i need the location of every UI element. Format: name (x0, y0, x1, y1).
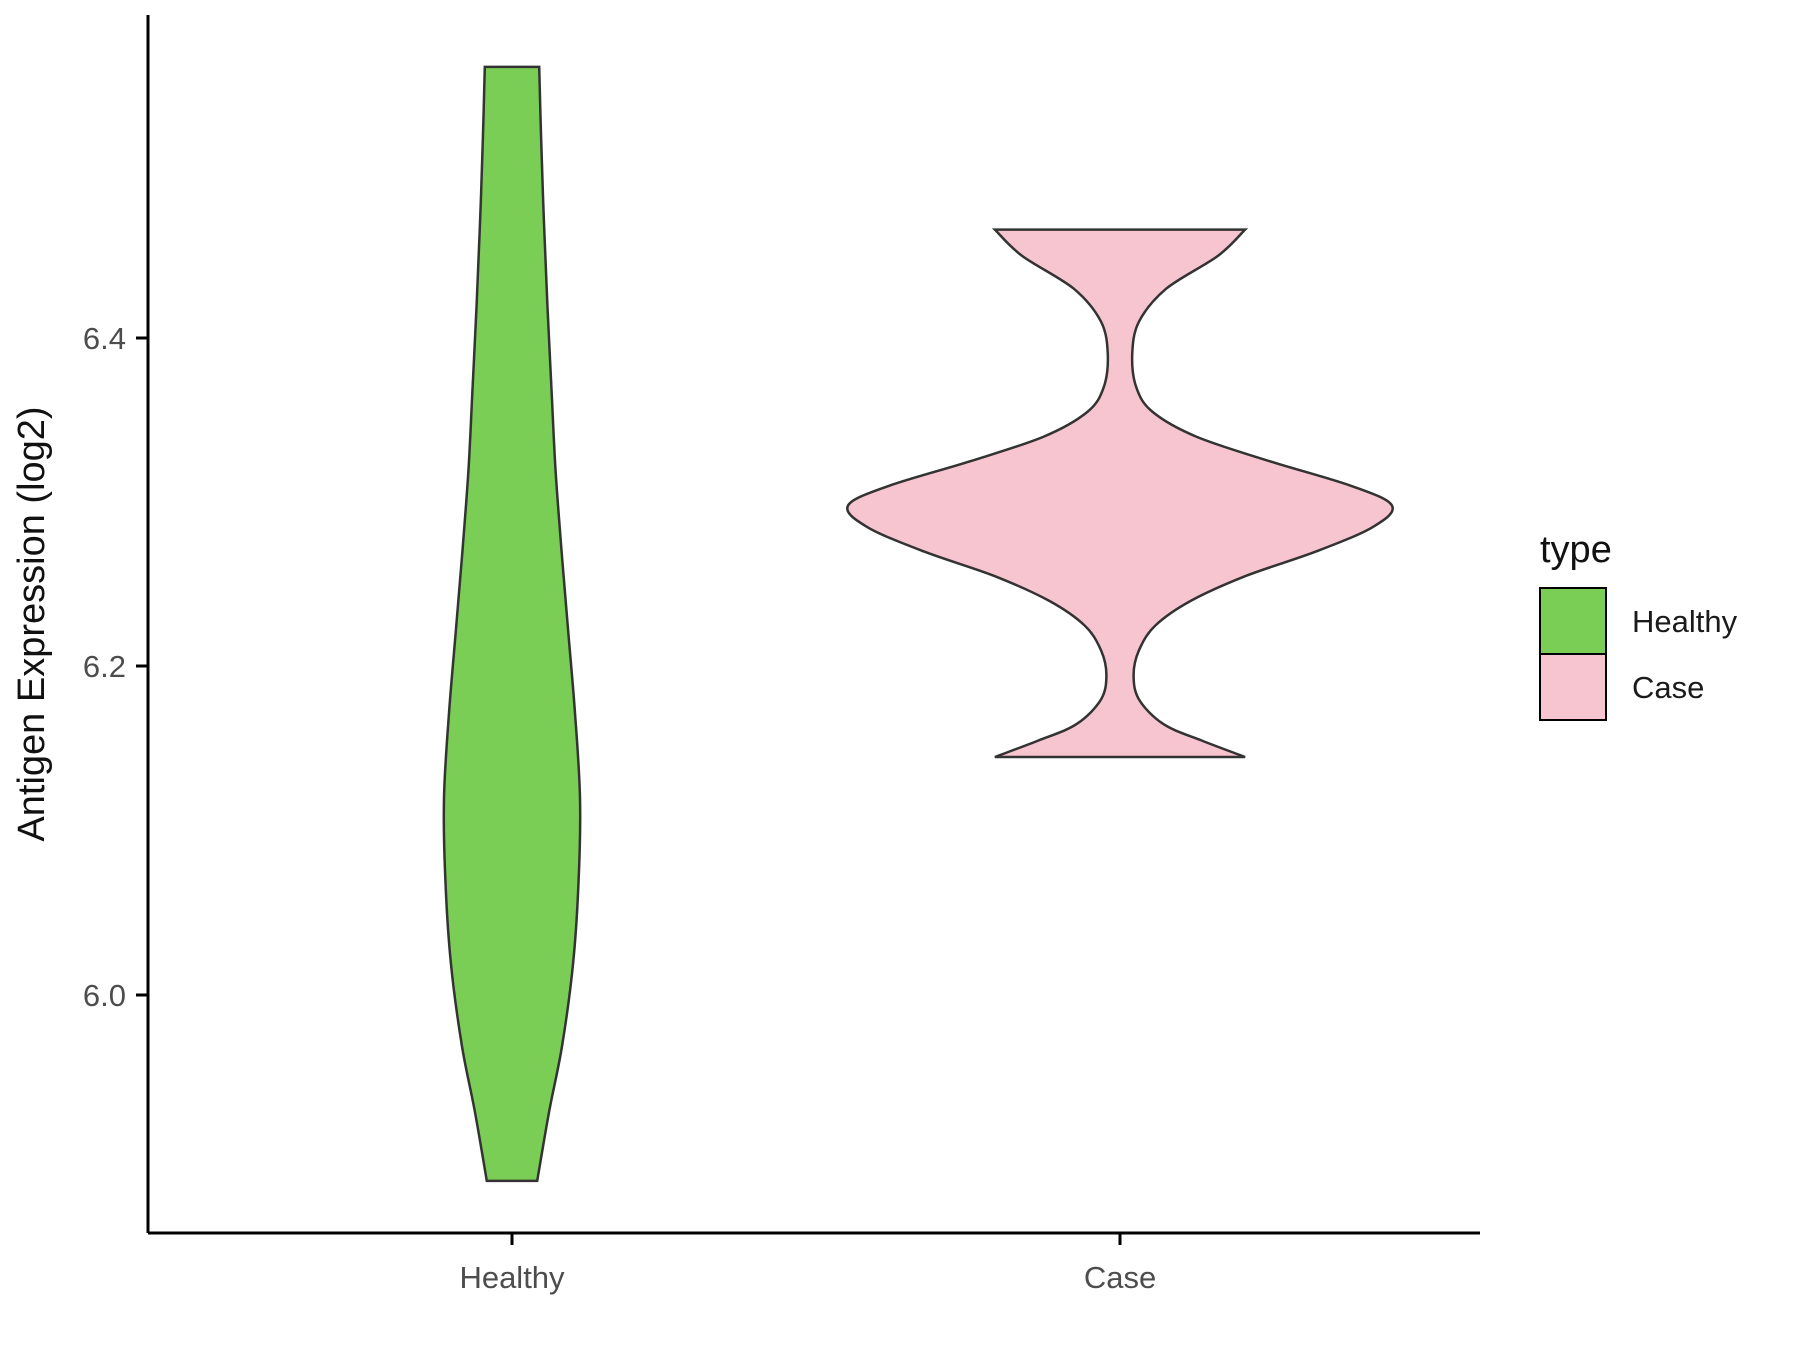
x-category-label-case: Case (1084, 1260, 1156, 1295)
violin-healthy (442, 65, 582, 1183)
legend-label-case: Case (1632, 670, 1704, 705)
legend-swatch-healthy (1539, 587, 1607, 655)
legend-title: type (1540, 529, 1612, 571)
y-axis: 6.4 6.2 6.0 Antigen Expression (log2) (11, 15, 150, 1233)
y-tick-label: 6.2 (83, 649, 126, 684)
y-tick-label: 6.4 (83, 321, 126, 356)
x-category-label-healthy: Healthy (459, 1260, 565, 1295)
violin-case (846, 228, 1394, 759)
legend-label-healthy: Healthy (1632, 604, 1738, 639)
y-axis-title: Antigen Expression (log2) (11, 406, 53, 841)
legend-swatch-case (1539, 653, 1607, 721)
legend: type Healthy Case (1539, 529, 1738, 721)
x-axis: Healthy Case (148, 1231, 1480, 1295)
y-tick-label: 6.0 (83, 978, 126, 1013)
